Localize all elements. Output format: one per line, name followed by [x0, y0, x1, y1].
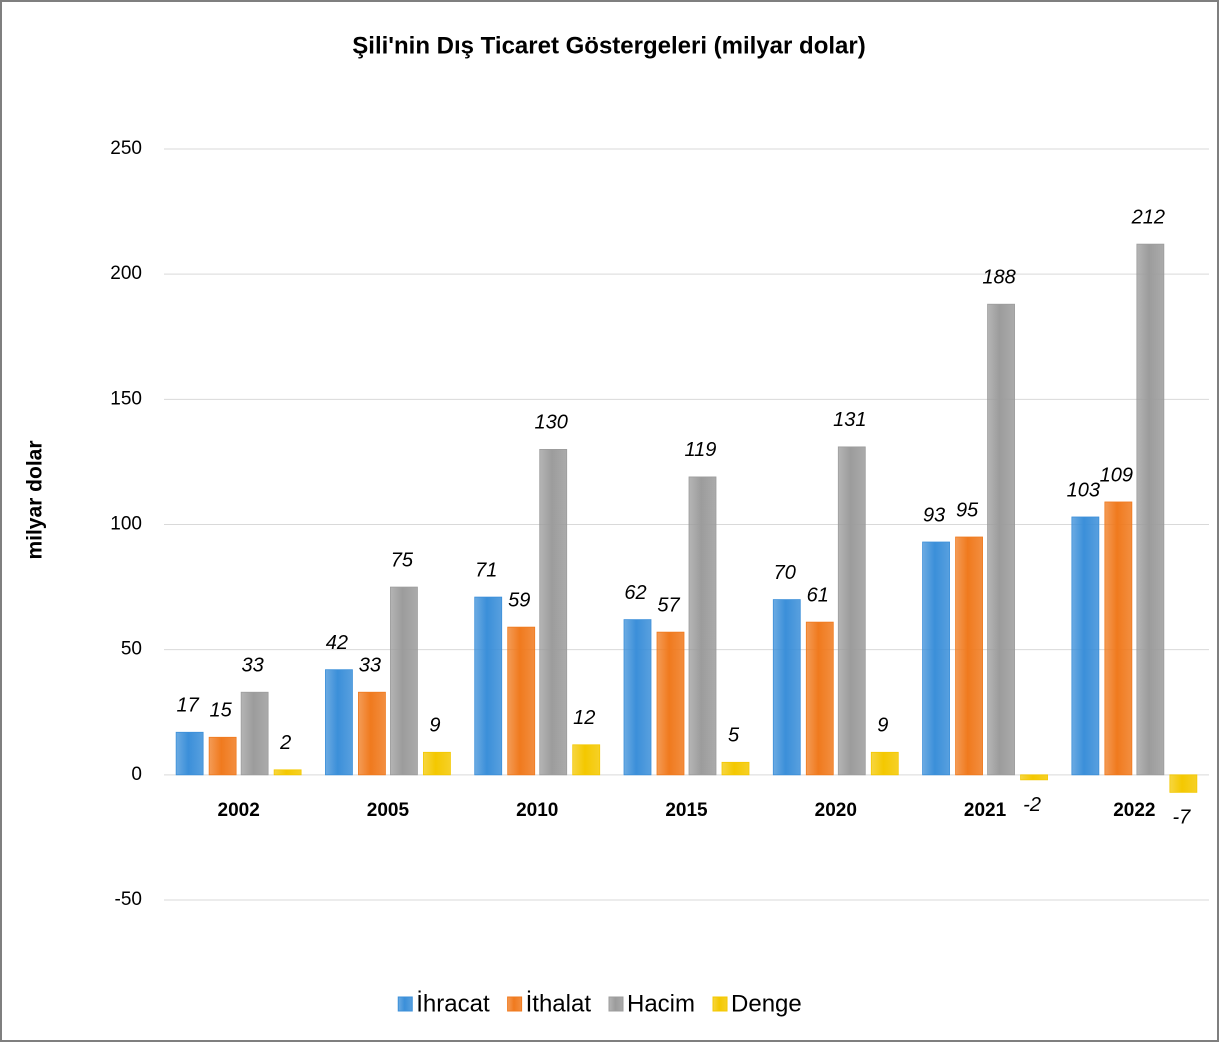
data-label: 131: [833, 409, 866, 431]
bar: [1104, 501, 1133, 776]
data-label: 75: [391, 549, 414, 571]
bar: [208, 736, 237, 776]
bar: [1136, 243, 1165, 776]
legend-swatch: [507, 996, 523, 1012]
data-label: 17: [177, 695, 200, 717]
y-tick-label: 200: [110, 263, 142, 284]
data-label: 95: [956, 499, 979, 521]
data-label: 15: [210, 700, 233, 722]
bar: [358, 691, 386, 776]
data-label: 70: [774, 562, 796, 584]
chart-title: Şili'nin Dış Ticaret Göstergeleri (milya…: [352, 32, 865, 59]
bar: [539, 448, 568, 776]
y-tick-label: 250: [110, 138, 142, 159]
x-tick-label: 2021: [964, 800, 1007, 821]
data-label: 33: [359, 655, 381, 677]
data-label: 33: [242, 655, 264, 677]
bar: [721, 761, 750, 776]
bar: [656, 631, 685, 776]
data-label: 42: [326, 632, 348, 654]
bar: [805, 621, 834, 776]
y-axis-label: milyar dolar: [24, 440, 47, 559]
data-label: 59: [508, 589, 530, 611]
data-label: -2: [1023, 794, 1041, 816]
legend-label: Hacim: [627, 990, 695, 1017]
data-label: 57: [657, 594, 680, 616]
bar: [423, 751, 451, 776]
bar: [273, 769, 302, 776]
legend-label: Denge: [731, 990, 802, 1017]
data-label: 12: [573, 707, 595, 729]
x-tick-label: 2020: [815, 800, 857, 821]
bar: [390, 586, 418, 776]
bar: [325, 669, 353, 776]
data-label: 130: [535, 412, 568, 434]
y-tick-label: 100: [110, 514, 142, 535]
bar: [474, 596, 503, 776]
data-label: 61: [807, 584, 829, 606]
bar: [175, 731, 204, 776]
bar: [688, 476, 717, 776]
y-tick-label: 150: [110, 388, 142, 409]
data-label: 62: [624, 582, 646, 604]
bar: [1020, 774, 1048, 781]
bar: [1071, 516, 1100, 776]
x-tick-label: 2015: [665, 800, 708, 821]
bar: [772, 599, 801, 776]
bar: [922, 541, 950, 776]
legend-swatch: [712, 996, 728, 1012]
bar: [1169, 774, 1198, 793]
data-label: 119: [685, 439, 717, 461]
data-label: 109: [1100, 464, 1133, 486]
bar: [987, 303, 1015, 776]
y-tick-label: -50: [115, 889, 142, 910]
bar: [623, 619, 652, 776]
data-label: 212: [1131, 206, 1165, 228]
data-label: 71: [475, 559, 497, 581]
bar: [507, 626, 536, 776]
data-label: 103: [1067, 479, 1100, 501]
legend-label: İhracat: [416, 990, 490, 1017]
bar: [572, 744, 601, 776]
x-tick-label: 2002: [218, 800, 260, 821]
data-label: 9: [429, 715, 440, 737]
legend-label: İthalat: [526, 990, 592, 1017]
x-tick-label: 2022: [1113, 800, 1155, 821]
y-tick-label: 50: [121, 639, 142, 660]
data-label: 2: [279, 732, 291, 754]
data-label: 188: [982, 266, 1015, 288]
data-label: 93: [923, 504, 945, 526]
data-label: 9: [877, 715, 888, 737]
x-tick-label: 2010: [516, 800, 558, 821]
bar: [240, 691, 269, 776]
bar: [837, 446, 866, 776]
bar: [870, 751, 899, 776]
y-tick-label: 0: [131, 764, 142, 785]
legend-swatch: [608, 996, 624, 1012]
data-label: 5: [728, 725, 740, 747]
data-label: -7: [1172, 807, 1191, 829]
bar: [955, 536, 983, 776]
x-tick-label: 2005: [367, 800, 410, 821]
legend-swatch: [397, 996, 413, 1012]
